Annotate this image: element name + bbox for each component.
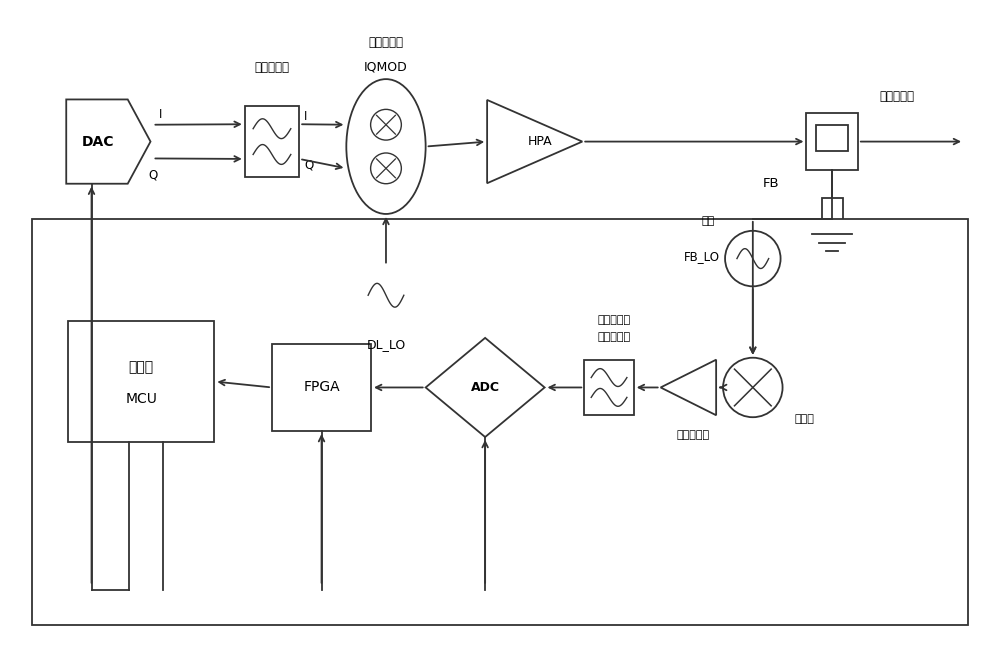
Text: HPA: HPA bbox=[527, 135, 552, 148]
Circle shape bbox=[356, 265, 416, 325]
Polygon shape bbox=[426, 338, 545, 437]
Bar bbox=[245, 106, 299, 177]
Bar bbox=[822, 198, 843, 234]
Bar bbox=[584, 360, 634, 415]
Text: 正交调制器: 正交调制器 bbox=[368, 36, 403, 49]
Text: 混频器: 混频器 bbox=[794, 414, 814, 424]
Text: 混叠滤波器: 混叠滤波器 bbox=[597, 332, 631, 343]
Text: 本振: 本振 bbox=[702, 216, 715, 226]
Bar bbox=[32, 219, 968, 625]
Text: I: I bbox=[304, 110, 308, 123]
Circle shape bbox=[725, 231, 781, 287]
Text: 中频反馈抗: 中频反馈抗 bbox=[597, 315, 631, 326]
Text: I: I bbox=[158, 108, 162, 121]
Text: FPGA: FPGA bbox=[303, 380, 340, 395]
Polygon shape bbox=[661, 359, 716, 415]
Text: 增益调节器: 增益调节器 bbox=[677, 430, 710, 440]
Text: FB_LO: FB_LO bbox=[684, 250, 720, 263]
Circle shape bbox=[371, 153, 401, 184]
Text: DAC: DAC bbox=[82, 135, 115, 149]
Bar bbox=[68, 321, 214, 442]
Text: DL_LO: DL_LO bbox=[366, 338, 406, 351]
Text: Q: Q bbox=[149, 168, 158, 181]
Circle shape bbox=[371, 109, 401, 140]
Text: 处理器: 处理器 bbox=[129, 361, 154, 374]
Bar bbox=[806, 113, 858, 170]
Text: IQMOD: IQMOD bbox=[364, 60, 408, 73]
Text: ADC: ADC bbox=[471, 381, 500, 394]
Bar bbox=[816, 125, 848, 151]
Text: 中频滤波器: 中频滤波器 bbox=[254, 61, 289, 74]
Ellipse shape bbox=[346, 79, 426, 214]
Text: Q: Q bbox=[304, 159, 313, 172]
Bar bbox=[272, 344, 371, 431]
Text: 功放耦合器: 功放耦合器 bbox=[879, 90, 914, 103]
Text: MCU: MCU bbox=[125, 393, 157, 406]
Circle shape bbox=[723, 358, 783, 417]
Polygon shape bbox=[66, 99, 151, 184]
Polygon shape bbox=[487, 100, 582, 183]
Text: FB: FB bbox=[762, 177, 779, 190]
